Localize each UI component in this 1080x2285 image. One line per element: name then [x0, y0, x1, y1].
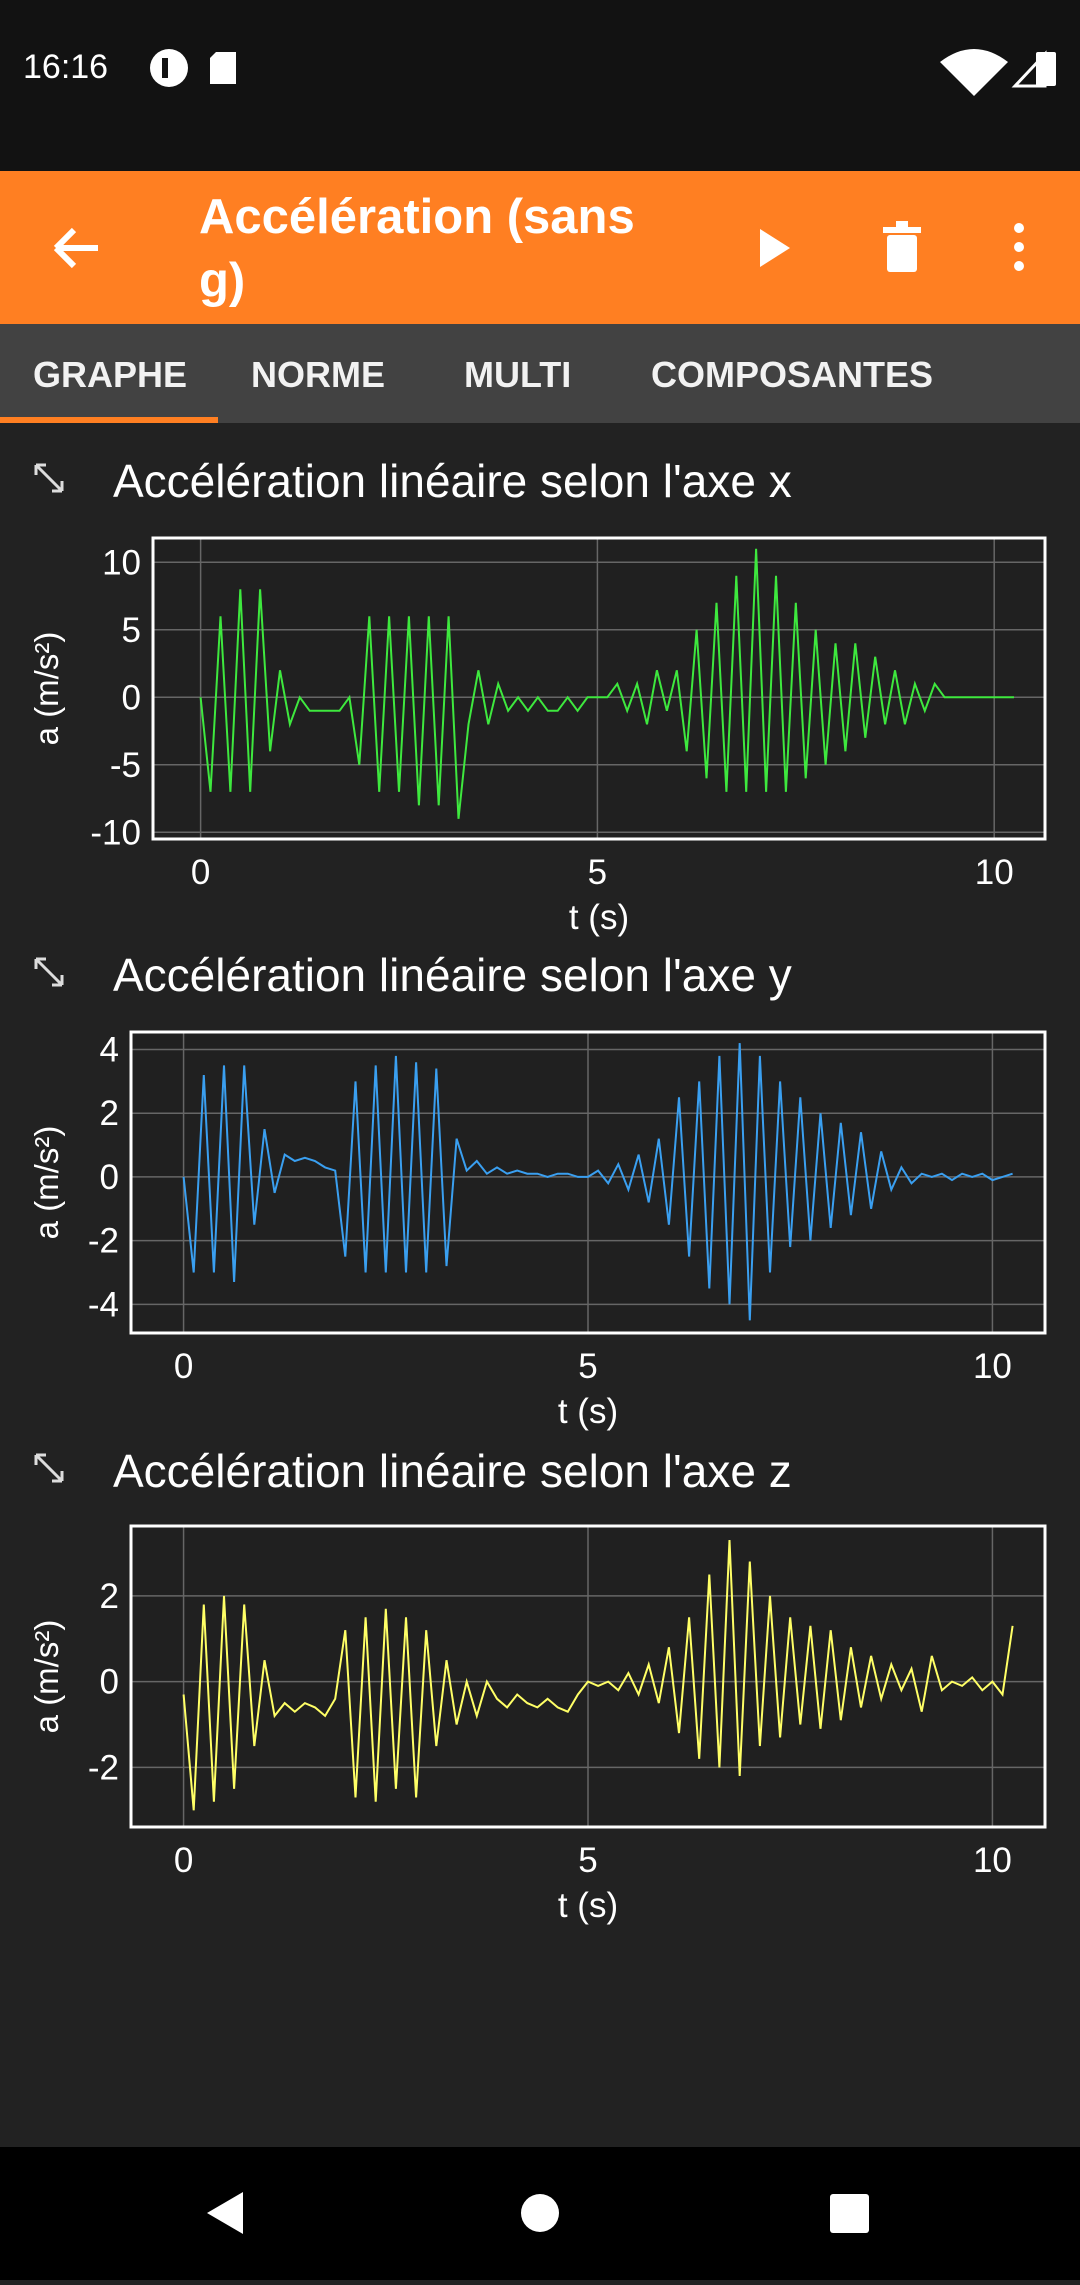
nav-icons [207, 2192, 869, 2234]
tab[interactable]: MULTI [464, 354, 572, 395]
y-tick-label: 10 [102, 543, 141, 582]
nav-home[interactable] [521, 2194, 559, 2232]
nav-back[interactable] [207, 2192, 243, 2234]
y-axis-label: a (m/s²) [28, 632, 65, 746]
status-bar: 16:16 [0, 0, 1080, 171]
x-tick-label: 5 [578, 1841, 597, 1880]
expand-icon[interactable] [34, 957, 64, 987]
nav-bar [0, 2147, 1080, 2280]
y-tick-label: -2 [88, 1748, 119, 1787]
y-tick-label: 2 [100, 1577, 119, 1616]
y-tick-label: 5 [122, 611, 141, 650]
plot-border [151, 536, 1047, 841]
x-axis-label: t (s) [558, 1886, 618, 1925]
y-tick-label: 4 [100, 1031, 119, 1070]
x-tick-label: 0 [174, 1841, 193, 1880]
y-axis-label: a (m/s²) [28, 1620, 65, 1734]
x-tick-label: 10 [975, 853, 1014, 892]
tab-indicator [0, 417, 218, 423]
app-bar: Accélération (sans g) [0, 171, 1080, 324]
tab[interactable]: COMPOSANTES [651, 354, 934, 395]
play-button[interactable] [760, 229, 790, 267]
back-button[interactable] [53, 227, 98, 269]
tab[interactable]: NORME [251, 354, 385, 395]
y-tick-label: 0 [122, 678, 141, 717]
y-tick-label: -10 [90, 813, 141, 852]
x-tick-label: 5 [588, 853, 607, 892]
y-tick-label: 2 [100, 1094, 119, 1133]
app-bar-icons [53, 221, 1024, 272]
x-tick-label: 10 [973, 1347, 1012, 1386]
charts: Accélération linéaire selon l'axe x -10 -5… [28, 455, 1047, 1925]
y-tick-label: -4 [88, 1285, 119, 1324]
more-button[interactable] [1014, 223, 1024, 271]
plot-frame [153, 538, 1045, 839]
status-icons [150, 49, 1056, 96]
data-line [199, 548, 1014, 819]
y-tick-label: -5 [110, 746, 141, 785]
y-tick-label: 0 [100, 1158, 119, 1197]
tab-bar: GRAPHE NORME MULTI COMPOSANTES [0, 324, 1080, 423]
chart-title: Accélération linéaire selon l'axe y [113, 949, 792, 1001]
data-line [182, 1043, 1013, 1321]
x-axis-label: t (s) [569, 898, 629, 937]
x-tick-label: 5 [578, 1347, 597, 1386]
clock: 16:16 [23, 48, 109, 86]
data-line [182, 1540, 1014, 1811]
plot-border [129, 1030, 1047, 1335]
expand-icon[interactable] [34, 463, 64, 493]
x-tick-label: 0 [174, 1347, 193, 1386]
chart-title: Accélération linéaire selon l'axe z [113, 1445, 792, 1497]
plot-border [129, 1524, 1047, 1829]
expand-icon[interactable] [34, 1453, 64, 1483]
y-tick-label: 0 [100, 1663, 119, 1702]
x-tick-label: 10 [973, 1841, 1012, 1880]
tab[interactable]: GRAPHE [33, 354, 188, 395]
y-axis-label: a (m/s²) [28, 1126, 65, 1240]
delete-button[interactable] [883, 221, 921, 272]
x-axis-label: t (s) [558, 1392, 618, 1431]
app-title: Accélération (sans g) [199, 190, 635, 308]
y-tick-label: -2 [88, 1222, 119, 1261]
chart-title: Accélération linéaire selon l'axe x [113, 455, 792, 507]
nav-recents[interactable] [830, 2194, 869, 2233]
x-tick-label: 0 [191, 853, 210, 892]
